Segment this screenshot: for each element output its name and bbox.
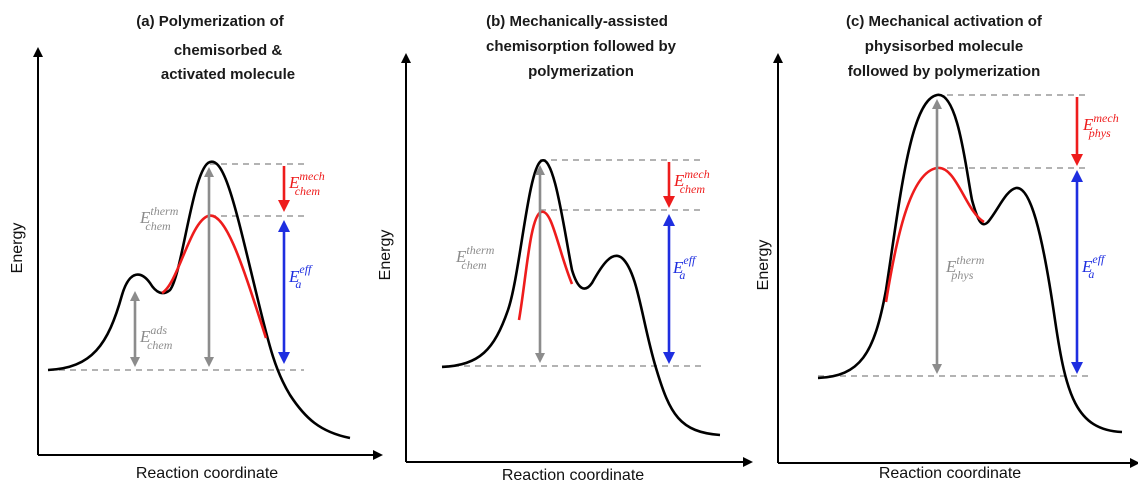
panel-a-title-line-2: chemisorbed &	[174, 42, 283, 59]
panel-c-title-line-1: (c) Mechanical activation of	[846, 13, 1043, 30]
panel-b-title-line-3: polymerization	[528, 63, 634, 80]
thermal-energy-label: Etherm chem	[139, 204, 179, 233]
effective-barrier-label: Eeff a	[672, 253, 697, 282]
panel-a: (a) Polymerization of chemisorbed & acti…	[0, 0, 383, 484]
energy-curve	[441, 159, 721, 437]
mechanical-energy-label: Emech chem	[673, 167, 710, 196]
panel-c-diagram: (c) Mechanical activation of physisorbed…	[755, 13, 1138, 482]
y-axis-label: Energy	[755, 240, 772, 291]
energy-curve	[817, 93, 1123, 434]
energy-curve	[47, 160, 351, 440]
panel-c-title-line-2: physisorbed molecule	[865, 38, 1023, 55]
panel-b-title-line-2: chemisorption followed by	[486, 38, 677, 55]
effective-barrier-label: Eeff a	[288, 262, 313, 291]
panel-c: (c) Mechanical activation of physisorbed…	[755, 0, 1138, 484]
x-axis-label: Reaction coordinate	[502, 467, 644, 484]
panel-b-title-line-1: (b) Mechanically-assisted	[486, 13, 668, 30]
mechanical-curve	[161, 214, 268, 339]
panel-a-title-line-3: activated molecule	[161, 66, 295, 83]
panel-c-title-line-3: followed by polymerization	[848, 63, 1041, 80]
panel-a-diagram: (a) Polymerization of chemisorbed & acti…	[9, 13, 383, 482]
thermal-energy-label: Etherm chem	[455, 243, 495, 272]
adsorption-energy-label: Eads chem	[139, 323, 173, 352]
x-axis-label: Reaction coordinate	[879, 465, 1021, 482]
y-axis-label: Energy	[9, 223, 26, 274]
thermal-energy-label: Etherm phys	[945, 253, 985, 282]
mechanical-energy-label: Emech chem	[288, 169, 325, 198]
x-axis-label: Reaction coordinate	[136, 465, 278, 482]
panel-b-diagram: (b) Mechanically-assisted chemisorption …	[377, 13, 753, 484]
y-axis-label: Energy	[377, 230, 394, 281]
panel-b: (b) Mechanically-assisted chemisorption …	[377, 0, 760, 484]
mechanical-energy-label: Emech phys	[1082, 111, 1119, 140]
effective-barrier-label: Eeff a	[1081, 252, 1106, 281]
panel-a-title-line-1: (a) Polymerization of	[136, 13, 285, 30]
